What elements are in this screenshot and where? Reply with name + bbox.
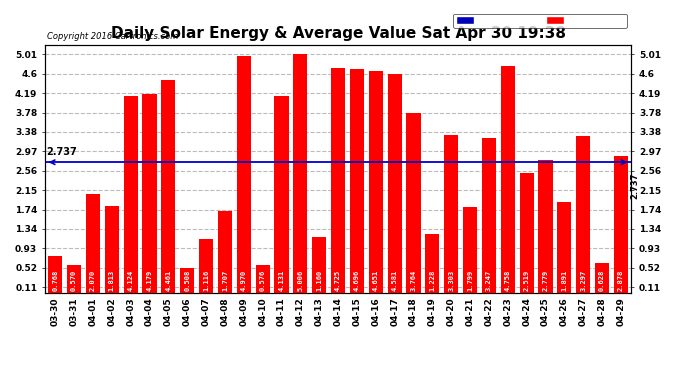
Text: 3.303: 3.303 xyxy=(448,270,454,291)
Bar xyxy=(576,136,591,292)
Bar xyxy=(368,71,383,292)
Text: 4.651: 4.651 xyxy=(373,270,379,291)
Text: 1.891: 1.891 xyxy=(562,270,567,291)
Text: 4.124: 4.124 xyxy=(128,270,134,291)
Bar xyxy=(67,266,81,292)
Bar xyxy=(388,75,402,292)
Bar xyxy=(86,194,100,292)
Text: 4.179: 4.179 xyxy=(146,270,152,291)
Text: 3.297: 3.297 xyxy=(580,270,586,291)
Text: 3.247: 3.247 xyxy=(486,270,492,291)
Text: 4.461: 4.461 xyxy=(166,270,171,291)
Bar xyxy=(331,68,345,292)
Bar xyxy=(48,256,62,292)
Text: 2.878: 2.878 xyxy=(618,270,624,291)
Bar xyxy=(275,96,288,292)
Bar xyxy=(425,234,440,292)
Bar xyxy=(538,160,553,292)
Text: 1.707: 1.707 xyxy=(222,270,228,291)
Text: 4.581: 4.581 xyxy=(392,270,397,291)
Text: 1.228: 1.228 xyxy=(429,270,435,291)
Bar xyxy=(218,211,232,292)
Text: 0.768: 0.768 xyxy=(52,270,58,291)
Bar xyxy=(142,94,157,292)
Bar xyxy=(463,207,477,292)
Title: Daily Solar Energy & Average Value Sat Apr 30 19:38: Daily Solar Energy & Average Value Sat A… xyxy=(110,26,566,41)
Bar xyxy=(558,202,571,292)
Text: 2.519: 2.519 xyxy=(524,270,530,291)
Bar xyxy=(520,172,534,292)
Text: 1.813: 1.813 xyxy=(109,270,115,291)
Bar xyxy=(105,206,119,292)
Text: 0.628: 0.628 xyxy=(599,270,605,291)
Bar xyxy=(595,262,609,292)
Bar xyxy=(124,96,138,292)
Text: 1.160: 1.160 xyxy=(316,270,322,291)
Text: 1.116: 1.116 xyxy=(203,270,209,291)
Text: 2.070: 2.070 xyxy=(90,270,96,291)
Bar xyxy=(199,239,213,292)
Bar xyxy=(406,113,421,292)
Text: 5.006: 5.006 xyxy=(297,270,304,291)
Text: 0.570: 0.570 xyxy=(71,270,77,291)
Bar xyxy=(482,138,496,292)
Bar xyxy=(501,66,515,292)
Bar xyxy=(312,237,326,292)
Bar xyxy=(350,69,364,292)
Text: 0.508: 0.508 xyxy=(184,270,190,291)
Bar xyxy=(293,54,308,292)
Text: Copyright 2016 Cartronics.com: Copyright 2016 Cartronics.com xyxy=(47,32,178,41)
Legend: Average  ($), Daily    ($): Average ($), Daily ($) xyxy=(453,13,627,28)
Bar xyxy=(180,268,195,292)
Text: 4.131: 4.131 xyxy=(279,270,284,291)
Bar xyxy=(255,265,270,292)
Text: 2.779: 2.779 xyxy=(542,270,549,291)
Bar xyxy=(237,56,251,292)
Text: 1.799: 1.799 xyxy=(467,270,473,291)
Text: 4.696: 4.696 xyxy=(354,270,360,291)
Text: 4.970: 4.970 xyxy=(241,270,247,291)
Text: 0.576: 0.576 xyxy=(259,270,266,291)
Text: 4.725: 4.725 xyxy=(335,270,341,291)
Bar xyxy=(161,80,175,292)
Text: 2.737: 2.737 xyxy=(631,173,640,199)
Bar xyxy=(444,135,458,292)
Text: 4.758: 4.758 xyxy=(505,270,511,291)
Bar xyxy=(614,156,628,292)
Text: 2.737: 2.737 xyxy=(47,147,77,158)
Text: 3.764: 3.764 xyxy=(411,270,417,291)
